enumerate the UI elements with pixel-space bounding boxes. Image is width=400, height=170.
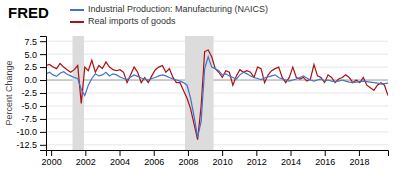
- x-tick: 2002: [76, 150, 96, 167]
- x-tick-label: 2000: [42, 157, 62, 167]
- x-tick: 2000: [42, 150, 62, 167]
- x-tick-mark: [291, 150, 292, 156]
- y-tick: 0.0: [24, 75, 46, 85]
- legend-item: Industrial Production: Manufacturing (NA…: [70, 4, 268, 14]
- grid-line: [46, 118, 388, 119]
- x-tick-label: 2006: [144, 157, 164, 167]
- x-tick: 2016: [315, 150, 335, 167]
- y-tick-mark: [40, 119, 46, 120]
- y-tick: 7.5: [24, 37, 46, 47]
- x-tick-mark: [256, 150, 257, 156]
- legend: Industrial Production: Manufacturing (NA…: [70, 4, 268, 26]
- legend-swatch: [70, 21, 84, 23]
- y-tick-mark: [40, 106, 46, 107]
- title: FRED: [8, 4, 49, 21]
- y-tick-label: -7.5: [21, 114, 37, 124]
- x-tick-mark: [51, 150, 52, 156]
- series-line: [46, 57, 388, 137]
- legend-label: Industrial Production: Manufacturing (NA…: [88, 4, 268, 14]
- y-tick-label: 7.5: [24, 37, 37, 47]
- y-tick-mark: [40, 54, 46, 55]
- y-tick-mark: [40, 93, 46, 94]
- x-tick-mark: [154, 150, 155, 156]
- y-tick: -10.0: [16, 127, 46, 137]
- legend-label: Real imports of goods: [88, 16, 176, 26]
- x-tick: 2012: [247, 150, 267, 167]
- x-tick-label: 2014: [281, 157, 301, 167]
- chart-svg: -12.5-10.0-7.5-5.0-2.50.02.55.07.5200020…: [0, 0, 400, 170]
- y-tick-label: 0.0: [24, 75, 37, 85]
- x-axis-line: [47, 151, 389, 157]
- x-tick-mark: [325, 150, 326, 156]
- x-tick: 2014: [281, 150, 301, 167]
- y-tick-label: -2.5: [21, 88, 37, 98]
- grid-line: [46, 131, 388, 132]
- y-tick-label: -10.0: [16, 127, 37, 137]
- grid-line: [46, 144, 388, 145]
- y-axis-line: [40, 37, 47, 151]
- grid: [46, 41, 388, 145]
- x-tick-mark: [188, 150, 189, 156]
- x-tick: 2018: [349, 150, 369, 167]
- series-line: [46, 50, 388, 140]
- grid-line: [46, 41, 388, 42]
- x-tick-label: 2002: [76, 157, 96, 167]
- plot-area: [46, 36, 388, 150]
- x-tick: 2010: [213, 150, 233, 167]
- legend-item: Real imports of goods: [70, 16, 176, 26]
- y-tick: -5.0: [21, 101, 46, 111]
- x-tick-label: 2016: [315, 157, 335, 167]
- y-tick-mark: [40, 41, 46, 42]
- y-tick-label: 5.0: [24, 50, 37, 60]
- y-tick: 5.0: [24, 50, 46, 60]
- x-axis: 2000 2002 2004 2006 2008 2010 2012 2014 2016 2018: [42, 150, 389, 167]
- x-tick-mark: [222, 150, 223, 156]
- y-tick: 2.5: [24, 62, 46, 72]
- grid-line: [46, 54, 388, 55]
- chart-container: -12.5-10.0-7.5-5.0-2.50.02.55.07.5200020…: [0, 0, 400, 170]
- y-tick: -2.5: [21, 88, 46, 98]
- x-tick-label: 2018: [349, 157, 369, 167]
- x-tick-mark: [120, 150, 121, 156]
- x-tick-label: 2008: [178, 157, 198, 167]
- y-axis: -12.5 -10.0 -7.5 -5.0 -2.5 0.0 2.5 5.0 7.5: [16, 37, 46, 151]
- x-tick: 2008: [178, 150, 198, 167]
- y-tick: -12.5: [16, 140, 46, 150]
- y-tick-mark: [40, 145, 46, 146]
- y-tick-label: -12.5: [16, 140, 37, 150]
- x-tick-mark: [85, 150, 86, 156]
- grid-line: [46, 105, 388, 106]
- x-tick: 2006: [144, 150, 164, 167]
- grid-line: [46, 93, 388, 94]
- y-tick-mark: [40, 132, 46, 133]
- x-tick-mark: [359, 150, 360, 156]
- y-tick: -7.5: [21, 114, 46, 124]
- x-tick-label: 2004: [110, 157, 130, 167]
- y-axis-title: Percent Change: [4, 60, 14, 125]
- y-tick-label: 2.5: [24, 62, 37, 72]
- x-tick-label: 2010: [213, 157, 233, 167]
- y-tick-mark: [40, 80, 46, 81]
- legend-swatch: [70, 9, 84, 11]
- x-tick: 2004: [110, 150, 130, 167]
- y-tick-label: -5.0: [21, 101, 37, 111]
- y-tick-mark: [40, 67, 46, 68]
- x-tick-label: 2012: [247, 157, 267, 167]
